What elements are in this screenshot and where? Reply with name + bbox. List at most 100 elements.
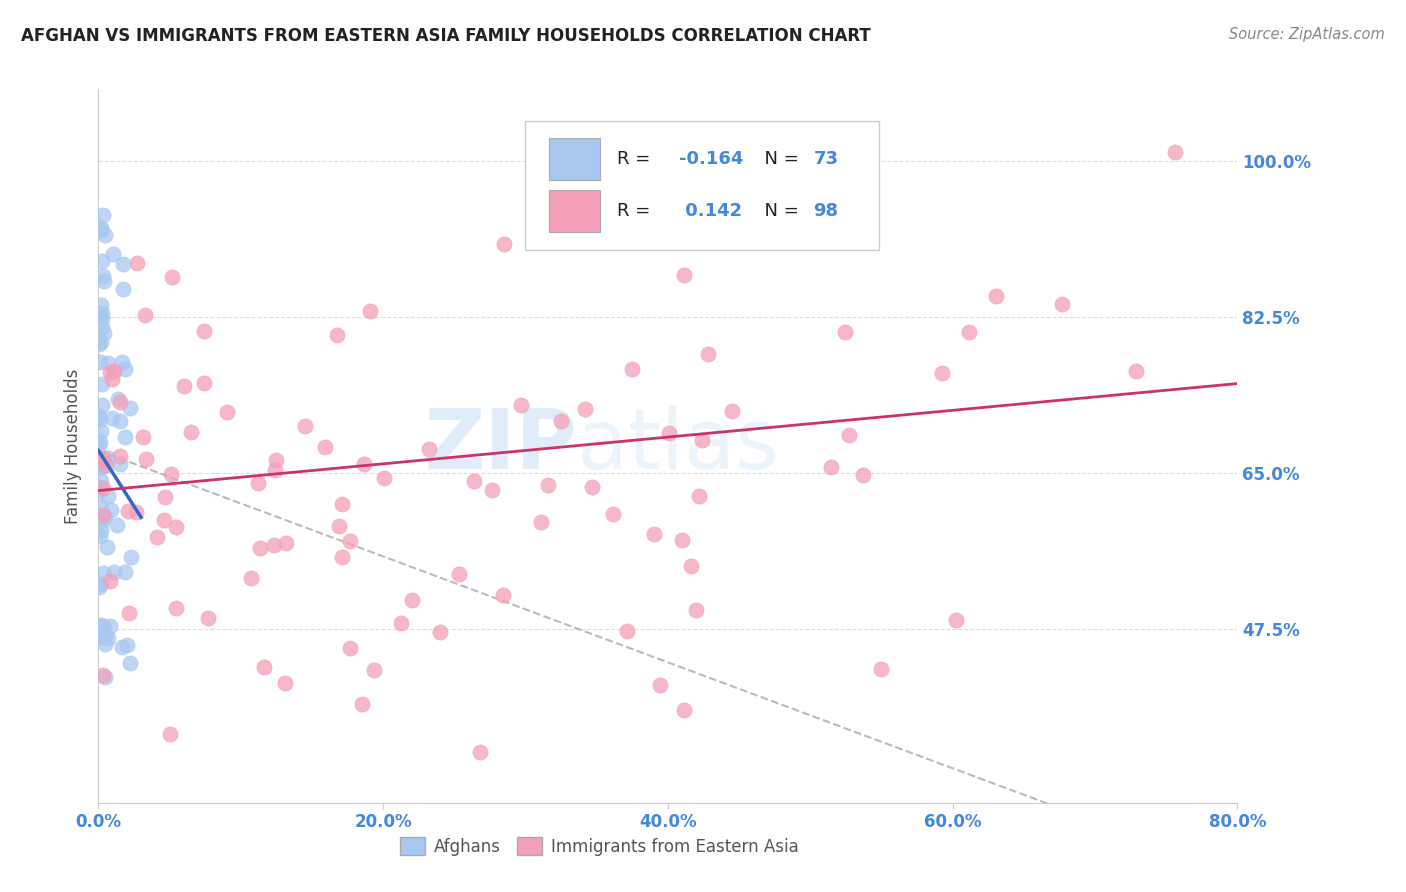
Point [537, 477, 560, 491]
Text: Source: ZipAtlas.com: Source: ZipAtlas.com [1229, 27, 1385, 42]
Point [89, 510, 111, 524]
Text: N =: N = [754, 150, 804, 168]
Point [685, 603, 707, 617]
Point [94, 637, 117, 651]
Point [98, 574, 121, 589]
Point [93, 275, 115, 289]
Point [117, 504, 139, 518]
Point [91, 451, 114, 466]
Point [530, 515, 553, 529]
Point [94, 509, 117, 524]
Point [389, 616, 412, 631]
Point [658, 425, 681, 440]
Point [263, 463, 285, 477]
Point [118, 656, 141, 670]
Point [94, 458, 117, 472]
Point [89, 580, 111, 594]
Point [91, 459, 114, 474]
Point [643, 527, 665, 541]
Point [90, 424, 112, 438]
Point [91, 514, 114, 528]
Point [114, 430, 136, 444]
Point [690, 433, 713, 447]
Point [492, 587, 515, 601]
Point [325, 328, 347, 343]
Legend: Afghans, Immigrants from Eastern Asia: Afghans, Immigrants from Eastern Asia [394, 830, 806, 863]
Point [107, 518, 129, 533]
Point [91, 630, 114, 644]
Point [263, 538, 285, 552]
Point [90, 523, 112, 537]
Point [247, 475, 270, 490]
Point [94, 670, 117, 684]
Point [90, 311, 112, 326]
Point [330, 549, 353, 564]
FancyBboxPatch shape [550, 137, 599, 180]
Point [91, 450, 114, 465]
Point [90, 319, 112, 334]
Point [89, 617, 111, 632]
Point [125, 255, 148, 269]
Point [89, 337, 111, 351]
Point [97, 631, 120, 645]
Point [98, 618, 121, 632]
Point [135, 451, 157, 466]
Point [114, 362, 136, 376]
Point [125, 505, 148, 519]
Point [193, 324, 215, 338]
Point [957, 326, 980, 340]
Point [350, 697, 373, 711]
Text: 73: 73 [814, 150, 838, 168]
Point [173, 379, 195, 393]
Point [264, 453, 287, 467]
Point [103, 565, 125, 579]
Text: R =: R = [617, 202, 655, 219]
Point [93, 326, 115, 340]
Point [152, 513, 174, 527]
Point [93, 566, 115, 581]
Point [160, 467, 183, 481]
Point [574, 402, 596, 417]
Point [134, 308, 156, 322]
Text: 0.142: 0.142 [679, 202, 742, 219]
Point [253, 660, 276, 674]
FancyBboxPatch shape [526, 121, 879, 250]
Point [91, 208, 114, 222]
Y-axis label: Family Households: Family Households [65, 368, 83, 524]
Text: atlas: atlas [576, 406, 779, 486]
Point [671, 533, 693, 547]
Point [616, 624, 638, 639]
Point [197, 611, 219, 625]
Point [112, 257, 135, 271]
Point [162, 270, 184, 285]
Point [688, 489, 710, 503]
Point [90, 483, 112, 497]
Point [159, 727, 181, 741]
Point [89, 460, 111, 475]
Point [90, 474, 112, 488]
Point [89, 409, 111, 423]
Point [481, 483, 503, 497]
Point [89, 355, 111, 369]
Text: ZIP: ZIP [425, 406, 576, 486]
Point [1164, 145, 1187, 159]
Point [146, 530, 169, 544]
Point [581, 480, 603, 494]
Point [132, 430, 155, 444]
Point [274, 676, 297, 690]
Point [90, 455, 112, 469]
Point [107, 392, 129, 407]
Point [111, 355, 134, 369]
Point [153, 490, 176, 504]
Point [1125, 364, 1147, 378]
Point [721, 403, 744, 417]
Point [89, 529, 111, 543]
Point [97, 356, 120, 370]
Point [91, 509, 114, 524]
Point [945, 613, 967, 627]
Point [339, 641, 361, 656]
Point [1050, 297, 1073, 311]
Point [90, 223, 112, 237]
Point [90, 577, 112, 591]
Point [165, 601, 187, 615]
